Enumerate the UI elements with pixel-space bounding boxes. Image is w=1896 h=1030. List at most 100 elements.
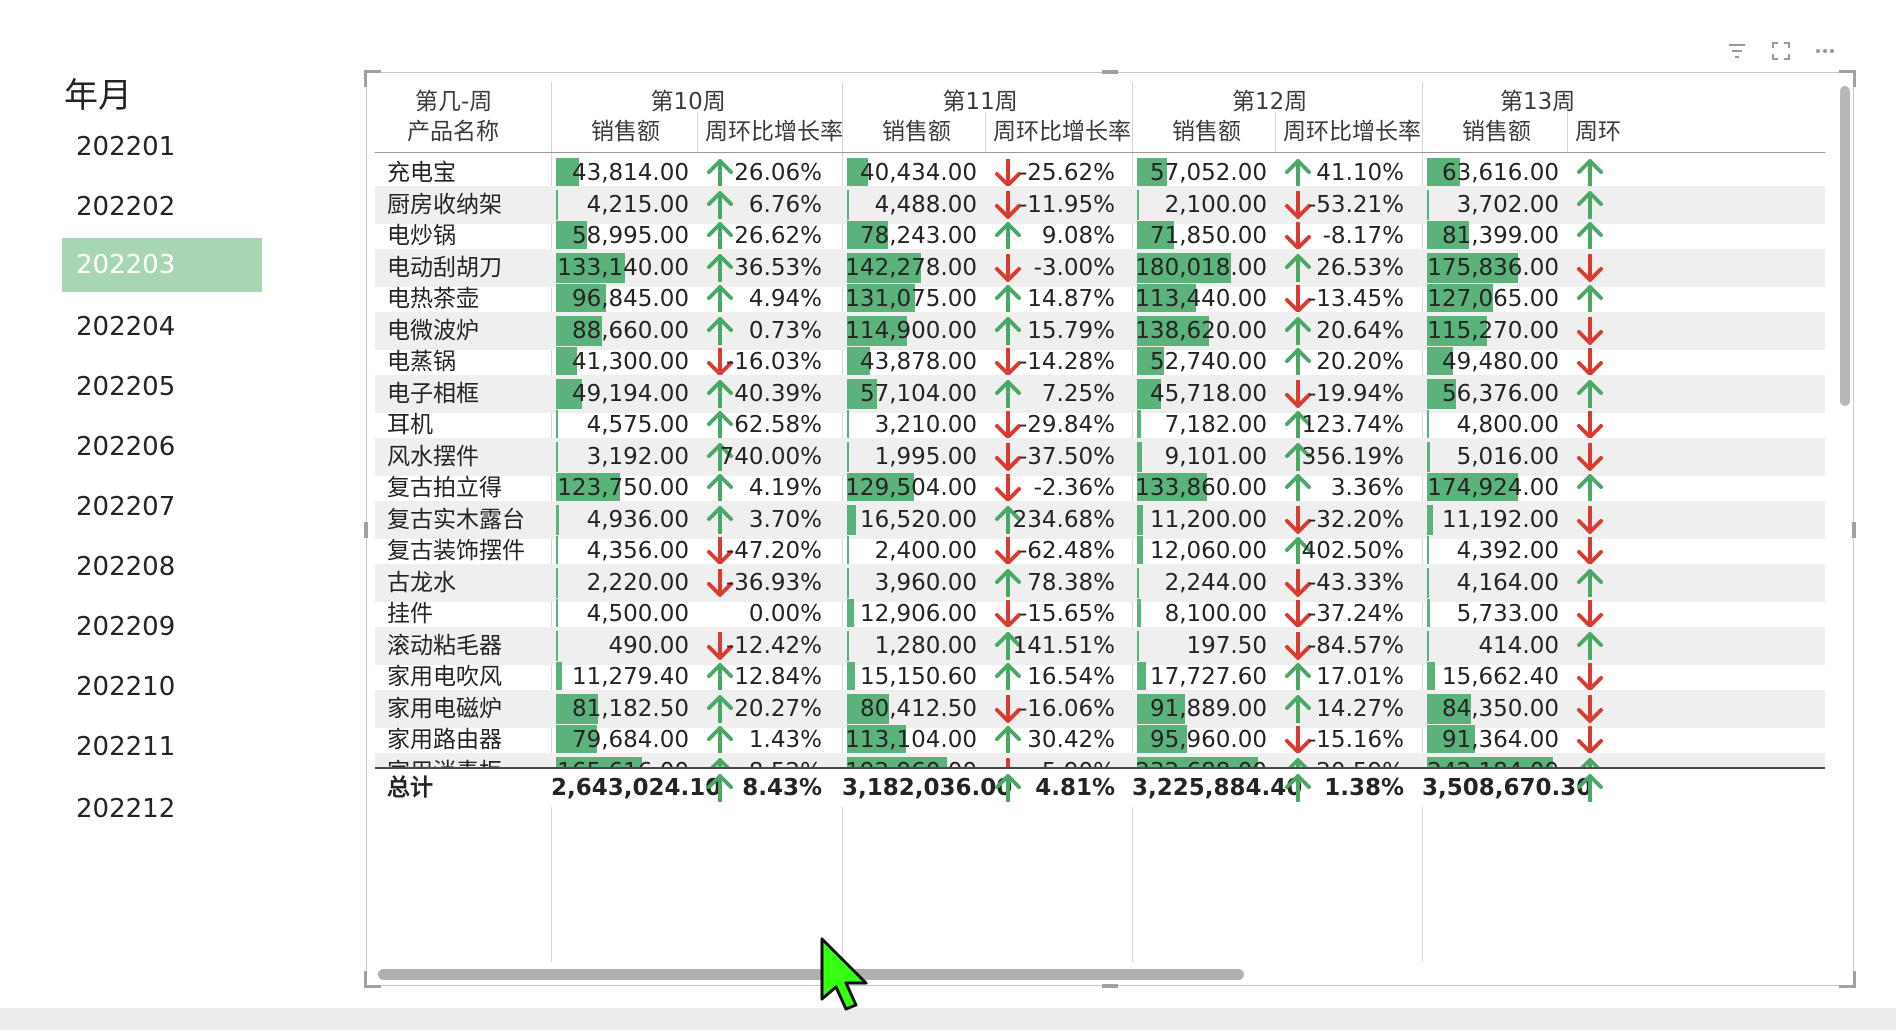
sales-data-bar — [1427, 567, 1429, 598]
resize-handle[interactable] — [1852, 522, 1856, 538]
resize-corner[interactable] — [1839, 70, 1856, 87]
sales-value: 2,220.00 — [586, 569, 689, 596]
table-row: 电炒锅 58,995.00 26.62% 78,243.00 9.08% 71,850.0… — [375, 217, 1825, 255]
sales-value: 4,488.00 — [874, 191, 977, 218]
growth-rate-value: -43.33% — [1308, 569, 1404, 596]
slicer-item-202204[interactable]: 202204 — [76, 312, 176, 342]
sales-value: 12,906.00 — [859, 601, 977, 627]
slicer-item-202208[interactable]: 202208 — [76, 552, 176, 582]
vertical-scrollbar[interactable] — [1840, 86, 1850, 406]
slicer-item-202203[interactable]: 202203 — [62, 238, 262, 292]
sales-value: 56,376.00 — [1441, 380, 1559, 407]
resize-handle[interactable] — [1102, 70, 1118, 74]
sales-data-bar — [1427, 189, 1429, 220]
product-name: 复古装饰摆件 — [387, 538, 525, 564]
slicer-item-202209[interactable]: 202209 — [76, 612, 176, 642]
sales-column-header[interactable]: 销售额 — [882, 119, 951, 145]
sales-column-header[interactable]: 销售额 — [1462, 119, 1531, 145]
sales-data-bar — [1137, 504, 1143, 535]
arrow-down-icon — [995, 411, 1021, 439]
horizontal-scrollbar[interactable] — [378, 969, 1244, 980]
product-name: 电热茶壶 — [387, 286, 479, 312]
sales-value: 123,750.00 — [557, 475, 689, 501]
arrow-up-icon — [995, 379, 1021, 408]
resize-handle[interactable] — [1102, 984, 1118, 988]
resize-corner[interactable] — [1839, 971, 1856, 988]
growth-rate-value: 356.19% — [1301, 443, 1404, 470]
resize-handle[interactable] — [364, 522, 368, 538]
sales-value: 131,075.00 — [845, 286, 977, 312]
slicer-item-202207[interactable]: 202207 — [76, 492, 176, 522]
growth-column-header[interactable]: 周环比增长率 — [705, 119, 843, 145]
week-header: 第10周 — [650, 89, 726, 115]
filter-icon[interactable] — [1726, 40, 1748, 62]
more-options-icon[interactable] — [1814, 40, 1836, 62]
sales-data-bar — [556, 630, 558, 661]
arrow-down-icon — [707, 631, 733, 660]
resize-corner[interactable] — [364, 70, 381, 87]
slicer-item-202201[interactable]: 202201 — [76, 132, 176, 162]
sales-data-bar — [1137, 252, 1231, 283]
sales-value: 11,192.00 — [1441, 506, 1559, 533]
sales-column-header[interactable]: 销售额 — [591, 119, 660, 145]
sales-data-bar — [556, 378, 582, 409]
growth-rate-value: 6.76% — [748, 191, 822, 218]
product-name: 家用电吹风 — [387, 664, 502, 690]
slicer-item-202205[interactable]: 202205 — [76, 372, 176, 402]
sales-data-bar — [847, 284, 915, 314]
sales-data-bar — [1137, 410, 1141, 440]
slicer-item-202211[interactable]: 202211 — [76, 732, 176, 762]
growth-column-header[interactable]: 周环 — [1575, 119, 1621, 145]
sales-column-header[interactable]: 销售额 — [1172, 119, 1241, 145]
arrow-up-icon — [1285, 442, 1311, 471]
arrow-up-icon — [995, 285, 1021, 313]
growth-column-header[interactable]: 周环比增长率 — [993, 119, 1131, 145]
focus-mode-icon[interactable] — [1770, 40, 1792, 62]
arrow-up-icon — [995, 663, 1021, 691]
arrow-down-icon — [1285, 505, 1311, 534]
growth-rate-value: -84.57% — [1308, 632, 1404, 659]
sales-value: 11,200.00 — [1149, 506, 1267, 533]
sales-data-bar — [847, 158, 868, 188]
column-divider — [697, 112, 698, 152]
sales-data-bar — [847, 630, 849, 661]
table-row: 电子相框 49,194.00 40.39% 57,104.00 7.25% 45,718.… — [375, 374, 1825, 413]
sales-value: 15,662.40 — [1441, 664, 1559, 690]
sales-data-bar — [1137, 536, 1143, 566]
sales-data-bar — [847, 347, 870, 377]
sales-data-bar — [1137, 378, 1161, 409]
arrow-up-icon — [707, 474, 733, 502]
sales-value: 71,850.00 — [1149, 223, 1267, 249]
growth-rate-value: 12.84% — [734, 664, 822, 690]
sales-data-bar — [1427, 662, 1435, 692]
arrow-up-icon — [1577, 631, 1603, 660]
table-row: 电动刮胡刀 133,140.00 36.53% 142,278.00 -3.00% 180… — [375, 248, 1825, 287]
slicer-item-202202[interactable]: 202202 — [76, 192, 176, 222]
growth-rate-value: 3.36% — [1330, 475, 1404, 501]
resize-corner[interactable] — [364, 971, 381, 988]
arrow-down-icon — [995, 694, 1021, 723]
arrow-up-icon — [1285, 663, 1311, 691]
week-header: 第11周 — [942, 89, 1018, 115]
sales-data-bar — [1137, 725, 1187, 755]
growth-column-header[interactable]: 周环比增长率 — [1283, 119, 1421, 145]
sales-value: 2,643,024.10 — [551, 775, 722, 801]
sales-value: 2,100.00 — [1164, 191, 1267, 218]
product-name: 复古实木露台 — [387, 506, 525, 533]
growth-rate-value: -11.95% — [1019, 191, 1115, 218]
sales-data-bar — [847, 599, 854, 629]
slicer-item-202206[interactable]: 202206 — [76, 432, 176, 462]
sales-value: 96,845.00 — [571, 286, 689, 312]
sales-data-bar — [847, 662, 855, 692]
growth-rate-value: -37.24% — [1308, 601, 1404, 627]
arrow-up-icon — [1285, 316, 1311, 345]
arrow-up-icon — [707, 379, 733, 408]
sales-value: 133,860.00 — [1135, 475, 1267, 501]
sales-data-bar — [556, 662, 562, 692]
growth-rate-value: 26.53% — [1316, 254, 1404, 281]
slicer-item-202210[interactable]: 202210 — [76, 672, 176, 702]
arrow-up-icon — [1577, 190, 1603, 219]
sales-data-bar — [847, 189, 849, 220]
sales-data-bar — [1427, 441, 1430, 472]
slicer-item-202212[interactable]: 202212 — [76, 794, 176, 824]
